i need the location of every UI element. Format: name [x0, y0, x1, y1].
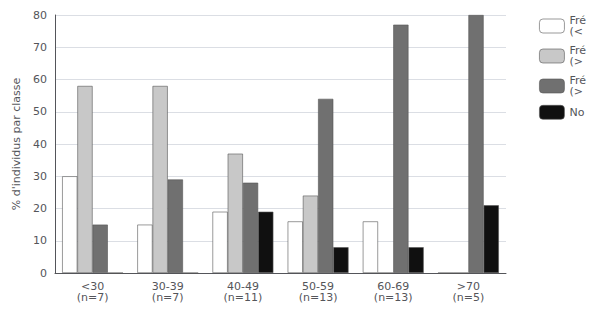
svg-text:>70: >70 — [456, 280, 480, 293]
svg-text:(n=5): (n=5) — [453, 291, 485, 304]
svg-text:Fré: Fré — [569, 74, 586, 87]
svg-text:40-49: 40-49 — [226, 280, 259, 293]
svg-text:(<: (< — [569, 25, 583, 38]
svg-text:80: 80 — [33, 9, 47, 22]
svg-text:40: 40 — [33, 138, 47, 151]
svg-text:(n=7): (n=7) — [77, 291, 109, 304]
svg-text:50-59: 50-59 — [302, 280, 335, 293]
svg-text:20: 20 — [33, 202, 47, 215]
svg-text:0: 0 — [40, 267, 47, 280]
svg-text:Fré: Fré — [569, 14, 586, 27]
svg-text:60-69: 60-69 — [377, 280, 410, 293]
svg-text:60: 60 — [33, 73, 47, 86]
svg-text:Fré: Fré — [569, 44, 586, 57]
svg-text:No: No — [569, 106, 584, 119]
svg-text:(n=11): (n=11) — [224, 291, 263, 304]
svg-text:70: 70 — [33, 41, 47, 54]
svg-text:(n=13): (n=13) — [299, 291, 338, 304]
svg-text:(n=7): (n=7) — [152, 291, 184, 304]
svg-text:<30: <30 — [81, 280, 105, 293]
svg-text:30-39: 30-39 — [151, 280, 184, 293]
svg-text:(n=13): (n=13) — [374, 291, 413, 304]
svg-text:10: 10 — [33, 234, 47, 247]
svg-text:% d'individus par classe: % d'individus par classe — [10, 77, 23, 210]
svg-text:(>: (> — [569, 55, 583, 68]
svg-text:50: 50 — [33, 105, 47, 118]
svg-text:30: 30 — [33, 170, 47, 183]
svg-text:(>: (> — [569, 85, 583, 98]
